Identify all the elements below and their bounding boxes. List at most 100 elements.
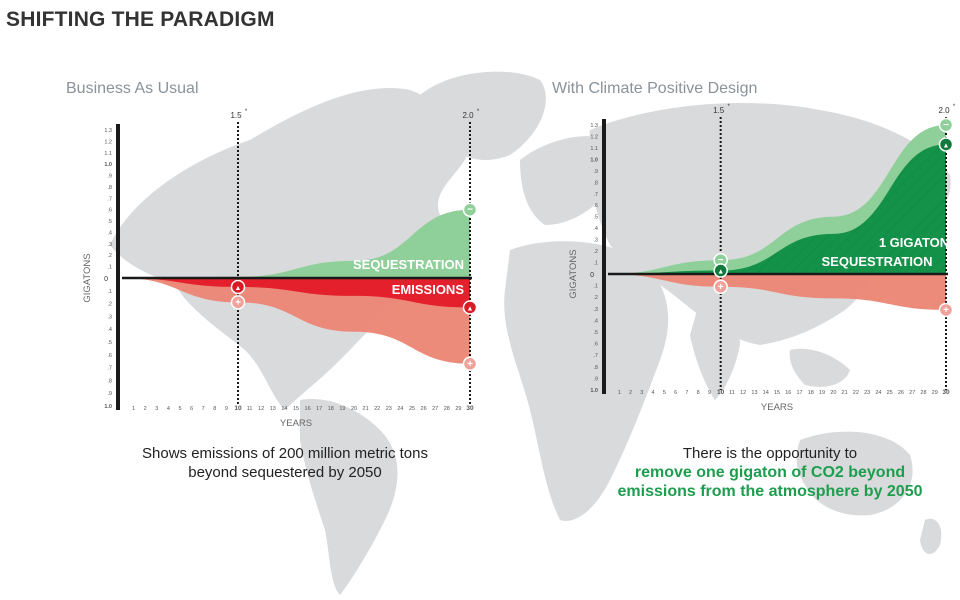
left-x-tick-10: 10: [234, 405, 242, 412]
left-y-tick-up-9: 1.0: [104, 162, 112, 168]
left-y-tick-zero: 0: [104, 276, 108, 283]
left-x-tick-16: 16: [305, 406, 311, 412]
left-x-tick-29: 29: [455, 406, 461, 412]
left-x-tick-1: 1: [132, 406, 135, 412]
right-x-tick-28: 28: [920, 390, 926, 396]
left-y-tick-down-8: .9: [107, 391, 112, 397]
left-badge-3: [462, 300, 478, 315]
right-y-tick-up-6: .7: [593, 192, 598, 198]
right-x-tick-17: 17: [796, 390, 802, 396]
right-x-tick-19: 19: [819, 390, 825, 396]
left-x-tick-19: 19: [339, 406, 345, 412]
right-y-tick-up-11: 1.2: [590, 134, 598, 140]
left-x-tick-7: 7: [202, 406, 205, 412]
left-y-tick-down-7: .8: [107, 378, 112, 384]
left-x-axis-label: YEARS: [280, 418, 312, 429]
left-y-tick-up-6: .7: [107, 196, 112, 202]
left-x-tick-30: 30: [466, 405, 474, 412]
right-x-tick-5: 5: [663, 390, 666, 396]
left-y-tick-up-2: .3: [107, 242, 112, 248]
right-badge-sign-0: −: [943, 120, 949, 131]
left-marker-label-0: 1.5: [230, 111, 242, 120]
map-new-zealand: [920, 518, 942, 555]
left-badge-2: [230, 295, 246, 310]
left-chart-title: Business As Usual: [66, 80, 199, 97]
right-badge-sign-5: +: [943, 305, 949, 316]
left-x-tick-17: 17: [316, 406, 322, 412]
left-area-2: [122, 278, 470, 364]
left-marker-label-1: 2.0: [462, 111, 474, 120]
left-y-tick-down-9: 1.0: [104, 404, 112, 410]
left-caption: Shows emissions of 200 million metric to…: [95, 444, 475, 482]
right-badge-3: [713, 263, 728, 278]
right-x-tick-7: 7: [685, 390, 688, 396]
right-x-tick-26: 26: [898, 390, 904, 396]
right-y-tick-up-0: .1: [593, 261, 598, 267]
right-badge-sign-2: −: [718, 255, 724, 266]
left-x-tick-26: 26: [421, 406, 427, 412]
right-x-tick-12: 12: [740, 390, 746, 396]
right-series-label-1-line2: SEQUESTRATION: [822, 254, 933, 269]
left-area-0: [122, 209, 470, 278]
left-x-tick-23: 23: [386, 406, 392, 412]
left-caption-line-2: beyond sequestered by 2050: [188, 464, 382, 481]
right-marker-label-1: 2.0: [938, 106, 950, 115]
map-south-america: [300, 399, 398, 595]
right-y-tick-down-3: .4: [593, 318, 598, 324]
left-y-tick-up-12: 1.3: [104, 128, 112, 134]
right-badge-4: [713, 279, 728, 295]
right-y-tick-zero: 0: [590, 272, 594, 279]
right-y-tick-down-2: .3: [593, 307, 598, 313]
left-y-tick-down-2: .3: [107, 314, 112, 320]
left-x-tick-20: 20: [351, 406, 357, 412]
right-y-axis: [602, 119, 606, 394]
right-x-tick-18: 18: [808, 390, 814, 396]
right-x-tick-13: 13: [751, 390, 757, 396]
right-badge-sign-4: +: [718, 282, 724, 293]
right-badge-0: [938, 117, 954, 133]
right-y-tick-down-0: .1: [593, 284, 598, 290]
left-x-tick-11: 11: [247, 406, 253, 412]
left-y-tick-up-7: .8: [107, 185, 112, 191]
left-y-tick-down-4: .5: [107, 340, 112, 346]
left-badge-0: [462, 202, 478, 217]
right-y-tick-down-5: .6: [593, 342, 598, 348]
right-y-tick-up-5: .6: [593, 203, 598, 209]
right-x-axis-label: YEARS: [761, 402, 793, 413]
left-marker-sup-1: *: [477, 109, 480, 115]
left-x-tick-13: 13: [270, 406, 276, 412]
left-caption-line-1: Shows emissions of 200 million metric to…: [142, 445, 428, 462]
right-y-tick-up-7: .8: [593, 180, 598, 186]
right-y-tick-up-9: 1.0: [590, 157, 598, 163]
right-x-tick-6: 6: [674, 390, 677, 396]
map-north-america: [110, 88, 470, 410]
map-australia: [796, 431, 913, 516]
right-x-tick-14: 14: [763, 390, 769, 396]
left-x-tick-24: 24: [397, 406, 403, 412]
right-caption-line-2: remove one gigaton of CO2 beyond: [634, 464, 906, 481]
right-area-2: [608, 274, 946, 310]
left-badge-4: [462, 356, 478, 372]
right-x-tick-2: 2: [629, 390, 632, 396]
right-x-tick-23: 23: [864, 390, 870, 396]
left-y-tick-up-8: .9: [107, 174, 112, 180]
left-y-tick-up-1: .2: [107, 253, 112, 259]
right-y-tick-down-7: .8: [593, 365, 598, 371]
right-x-tick-8: 8: [697, 390, 700, 396]
right-y-tick-up-12: 1.3: [590, 123, 598, 129]
left-x-tick-14: 14: [281, 406, 287, 412]
right-caption: There is the opportunity to remove one g…: [575, 444, 960, 501]
left-y-tick-up-10: 1.1: [104, 151, 112, 157]
right-badge-5: [938, 302, 954, 318]
right-x-tick-15: 15: [774, 390, 780, 396]
right-y-axis-label: GIGATONS: [568, 249, 579, 298]
right-x-tick-20: 20: [830, 390, 836, 396]
left-marker-sup-0: *: [245, 109, 248, 115]
left-x-tick-9: 9: [225, 406, 228, 412]
right-x-tick-22: 22: [853, 390, 859, 396]
right-x-tick-3: 3: [640, 390, 643, 396]
right-x-tick-24: 24: [875, 390, 881, 396]
left-series-label-1: EMISSIONS: [392, 282, 465, 297]
